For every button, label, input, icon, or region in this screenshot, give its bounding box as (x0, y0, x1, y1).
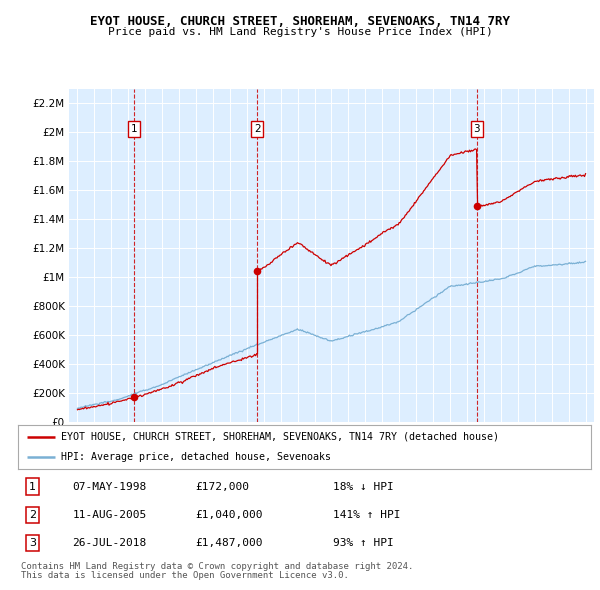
Text: 93% ↑ HPI: 93% ↑ HPI (333, 538, 394, 548)
Text: 11-AUG-2005: 11-AUG-2005 (73, 510, 146, 520)
Text: 141% ↑ HPI: 141% ↑ HPI (333, 510, 401, 520)
Text: 3: 3 (29, 538, 36, 548)
Text: 3: 3 (473, 124, 480, 134)
Text: 2: 2 (254, 124, 260, 134)
Text: HPI: Average price, detached house, Sevenoaks: HPI: Average price, detached house, Seve… (61, 452, 331, 462)
Text: Contains HM Land Registry data © Crown copyright and database right 2024.: Contains HM Land Registry data © Crown c… (21, 562, 413, 571)
Text: This data is licensed under the Open Government Licence v3.0.: This data is licensed under the Open Gov… (21, 571, 349, 579)
Text: 26-JUL-2018: 26-JUL-2018 (73, 538, 146, 548)
Text: 07-MAY-1998: 07-MAY-1998 (73, 481, 146, 491)
Text: 2: 2 (29, 510, 36, 520)
Text: Price paid vs. HM Land Registry's House Price Index (HPI): Price paid vs. HM Land Registry's House … (107, 27, 493, 37)
Text: 18% ↓ HPI: 18% ↓ HPI (333, 481, 394, 491)
Text: EYOT HOUSE, CHURCH STREET, SHOREHAM, SEVENOAKS, TN14 7RY (detached house): EYOT HOUSE, CHURCH STREET, SHOREHAM, SEV… (61, 432, 499, 442)
Text: £1,487,000: £1,487,000 (196, 538, 263, 548)
Text: EYOT HOUSE, CHURCH STREET, SHOREHAM, SEVENOAKS, TN14 7RY: EYOT HOUSE, CHURCH STREET, SHOREHAM, SEV… (90, 15, 510, 28)
Text: £1,040,000: £1,040,000 (196, 510, 263, 520)
Text: 1: 1 (29, 481, 36, 491)
Text: £172,000: £172,000 (196, 481, 250, 491)
Text: 1: 1 (131, 124, 137, 134)
